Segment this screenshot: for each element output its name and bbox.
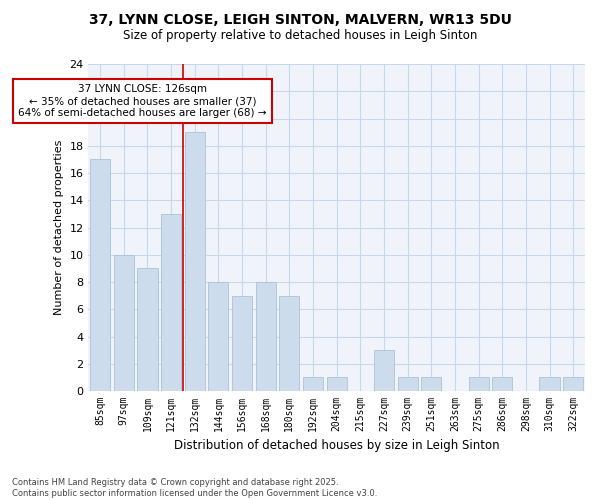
Bar <box>256 282 276 391</box>
Bar <box>137 268 158 391</box>
Bar <box>492 378 512 391</box>
Text: 37, LYNN CLOSE, LEIGH SINTON, MALVERN, WR13 5DU: 37, LYNN CLOSE, LEIGH SINTON, MALVERN, W… <box>89 12 511 26</box>
Bar <box>374 350 394 391</box>
Bar <box>303 378 323 391</box>
Bar <box>185 132 205 391</box>
Bar <box>469 378 488 391</box>
Bar <box>398 378 418 391</box>
Bar <box>232 296 252 391</box>
Text: Contains HM Land Registry data © Crown copyright and database right 2025.
Contai: Contains HM Land Registry data © Crown c… <box>12 478 377 498</box>
Bar <box>161 214 181 391</box>
Bar <box>90 160 110 391</box>
Bar <box>421 378 442 391</box>
Bar <box>326 378 347 391</box>
X-axis label: Distribution of detached houses by size in Leigh Sinton: Distribution of detached houses by size … <box>174 440 499 452</box>
Text: Size of property relative to detached houses in Leigh Sinton: Size of property relative to detached ho… <box>123 29 477 42</box>
Bar <box>114 255 134 391</box>
Text: 37 LYNN CLOSE: 126sqm
← 35% of detached houses are smaller (37)
64% of semi-deta: 37 LYNN CLOSE: 126sqm ← 35% of detached … <box>19 84 267 117</box>
Y-axis label: Number of detached properties: Number of detached properties <box>53 140 64 315</box>
Bar <box>539 378 560 391</box>
Bar <box>563 378 583 391</box>
Bar <box>280 296 299 391</box>
Bar <box>208 282 229 391</box>
